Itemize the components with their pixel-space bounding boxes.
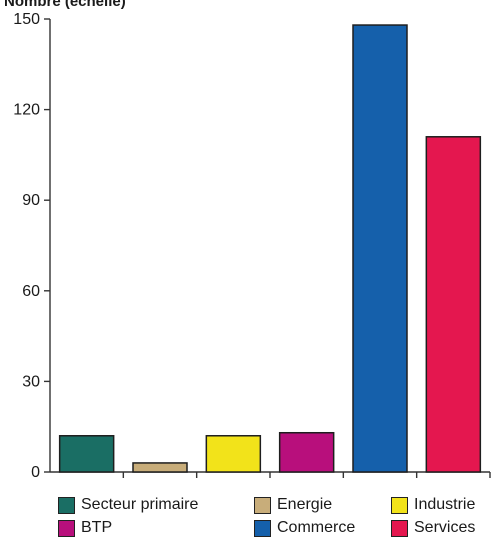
legend-label-industrie: Industrie [414,496,476,513]
y-tick-label: 90 [22,192,40,209]
legend-label-secteur-primaire: Secteur primaire [81,496,199,513]
legend-label-energie: Energie [277,496,333,513]
y-tick-label: 120 [13,102,40,119]
legend-item-energie: Energie [254,495,391,515]
legend-item-industrie: Industrie [391,495,501,515]
legend-swatch-commerce [254,519,271,537]
bar-energie [132,462,188,473]
y-tick-label: 30 [22,373,40,390]
legend-swatch-industrie [391,496,408,514]
legend-swatch-energie [254,496,271,514]
legend-item-secteur-primaire: Secteur primaire [58,495,254,515]
bar-services [425,136,482,473]
y-tick-label: 0 [31,464,40,481]
bar-secteur-primaire [58,435,115,473]
bar-commerce [352,24,408,473]
legend-swatch-services [391,519,408,537]
y-tick-label: 150 [13,11,40,28]
legend: Secteur primaire Energie Industrie BTP C… [58,495,498,538]
legend-label-services: Services [414,519,476,536]
bars [58,24,491,478]
legend-label-commerce: Commerce [277,519,356,536]
bar-industrie [205,435,262,473]
y-tick-label: 60 [22,283,40,300]
legend-item-commerce: Commerce [254,518,391,538]
legend-swatch-btp [58,519,75,537]
legend-item-services: Services [391,518,501,538]
y-axis-ticks: 0 30 60 90 120 150 [13,11,50,481]
axes [49,19,490,473]
chart-title: Nombre (échelle) [4,0,126,10]
bar-btp [278,431,335,473]
legend-item-btp: BTP [58,518,254,538]
legend-swatch-secteur-primaire [58,496,75,514]
legend-label-btp: BTP [81,519,113,536]
